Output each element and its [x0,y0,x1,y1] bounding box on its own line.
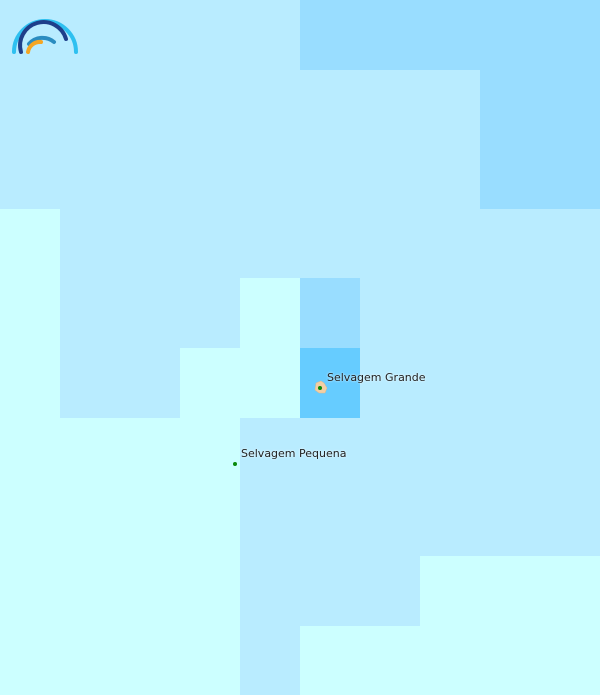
depth-zone-shallow [300,626,420,695]
depth-zone-shallow [60,418,240,695]
rainbow-arc-logo-icon [12,19,78,54]
selvagem-pequena-label[interactable]: Selvagem Pequena [241,447,347,460]
depth-zone-deep [300,0,600,70]
depth-zone-shallow [180,348,240,418]
depth-zone-shallow [240,278,300,418]
selvagem-pequena-marker[interactable] [233,462,237,466]
depth-zone-shallow [0,209,60,695]
selvagem-grande-marker[interactable] [318,386,322,390]
depth-zone-deep [480,70,600,209]
selvagem-grande-label[interactable]: Selvagem Grande [327,371,426,384]
depth-zone-highlight [300,348,360,418]
depth-zone-shallow [420,556,600,695]
depth-zone-deep [300,278,360,348]
